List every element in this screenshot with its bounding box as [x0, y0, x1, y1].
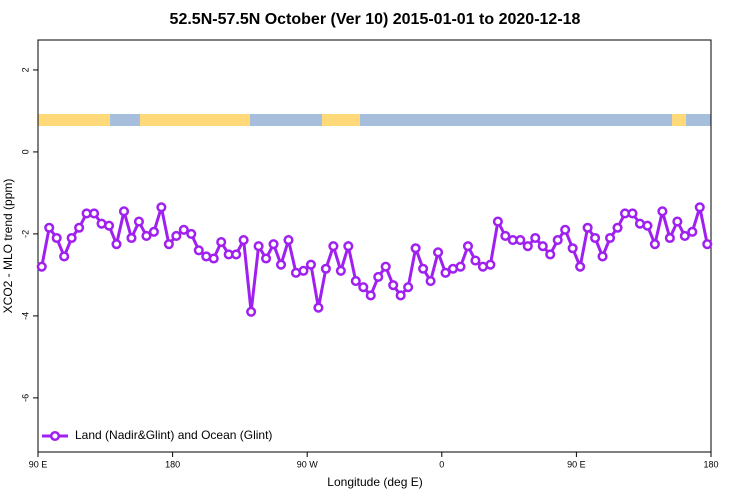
- data-point: [178, 224, 189, 235]
- data-point: [89, 208, 100, 219]
- data-point: [298, 265, 309, 276]
- data-point: [672, 216, 683, 227]
- data-point: [103, 220, 115, 231]
- surface-strip: [38, 114, 711, 126]
- data-point: [373, 271, 384, 283]
- data-point: [679, 230, 690, 242]
- data-point: [171, 230, 182, 242]
- data-point: [36, 261, 47, 272]
- data-point: [313, 302, 324, 313]
- data-point: [664, 232, 675, 244]
- x-tick-label: 90 W: [297, 459, 319, 469]
- data-point: [500, 230, 511, 242]
- data-point: [485, 259, 496, 270]
- chart-title: 52.5N-57.5N October (Ver 10) 2015-01-01 …: [170, 11, 581, 28]
- data-point: [380, 261, 391, 272]
- data-point: [358, 282, 369, 293]
- data-point: [261, 253, 272, 264]
- data-point: [283, 235, 294, 246]
- data-point: [702, 239, 713, 250]
- data-point: [186, 228, 197, 239]
- data-point: [268, 239, 279, 250]
- data-point: [350, 276, 361, 287]
- data-point: [51, 232, 62, 244]
- plot-frame: [37, 39, 712, 453]
- data-point: [163, 239, 174, 250]
- data-point: [253, 241, 264, 252]
- data-point: [537, 241, 548, 252]
- y-tick-label: -4: [20, 312, 30, 320]
- data-point: [66, 232, 77, 244]
- data-point: [552, 235, 563, 246]
- y-axis-label: XCO2 - MLO trend (ppm): [1, 179, 15, 314]
- data-point: [335, 265, 346, 276]
- data-point: [343, 241, 354, 252]
- data-point: [612, 222, 623, 233]
- y-tick-label: 0: [20, 149, 30, 154]
- data-point: [126, 232, 137, 244]
- data-point: [111, 239, 122, 250]
- data-point: [605, 232, 616, 244]
- data-point: [597, 251, 608, 262]
- data-point: [275, 259, 287, 270]
- data-point: [575, 261, 586, 272]
- data-point: [425, 276, 436, 287]
- y-tick-label: -2: [20, 230, 30, 238]
- data-point: [582, 222, 593, 233]
- data-point: [246, 306, 257, 317]
- data-point: [403, 282, 414, 293]
- data-point: [44, 222, 55, 233]
- data-point: [418, 263, 429, 274]
- data-point: [694, 202, 705, 213]
- data-point: [410, 243, 421, 254]
- data-point: [433, 247, 444, 258]
- data-point: [455, 261, 466, 272]
- data-point: [388, 280, 399, 291]
- x-tick-label: 180: [703, 459, 718, 469]
- data-point: [687, 226, 698, 237]
- data-point: [238, 235, 249, 246]
- x-tick-label: 90 E: [29, 459, 48, 469]
- data-point: [567, 243, 578, 254]
- data-point: [74, 222, 85, 233]
- data-point: [492, 216, 503, 227]
- data-point: [462, 241, 474, 252]
- data-point: [156, 202, 167, 213]
- data-point: [627, 208, 638, 219]
- data-point: [118, 206, 130, 217]
- data-point: [365, 290, 376, 301]
- data-point: [470, 255, 481, 266]
- x-tick-label: 0: [439, 459, 444, 469]
- data-point: [657, 206, 668, 217]
- data-point: [530, 232, 541, 244]
- data-point: [590, 232, 601, 244]
- data-point: [208, 253, 219, 264]
- data-point: [440, 267, 451, 278]
- data-point: [193, 245, 204, 256]
- data-point: [305, 259, 316, 270]
- data-point: [328, 241, 339, 252]
- data-point: [59, 251, 70, 262]
- data-point: [545, 249, 556, 260]
- data-point: [522, 241, 533, 252]
- data-point: [216, 237, 227, 248]
- y-tick-label: -6: [20, 394, 30, 402]
- data-point: [642, 220, 653, 231]
- legend-marker: [49, 430, 61, 442]
- x-axis-label: Longitude (deg E): [327, 475, 422, 489]
- y-tick-label: 2: [20, 67, 30, 72]
- data-point: [649, 239, 660, 250]
- legend-label: Land (Nadir&Glint) and Ocean (Glint): [75, 428, 272, 442]
- data-point: [560, 224, 571, 235]
- x-tick-label: 180: [165, 459, 180, 469]
- data-point: [148, 226, 159, 237]
- data-point: [133, 216, 144, 227]
- data-point: [141, 230, 152, 242]
- data-point: [515, 235, 526, 246]
- data-point: [395, 290, 406, 301]
- x-tick-label: 90 E: [567, 459, 586, 469]
- data-point: [320, 263, 331, 274]
- data-point: [231, 249, 242, 260]
